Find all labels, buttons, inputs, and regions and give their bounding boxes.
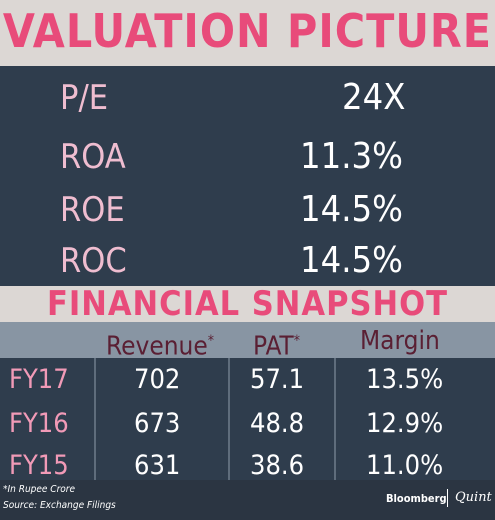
valuation-row-roa: ROA 11.3% bbox=[0, 130, 495, 184]
metric-value-pe: 24X bbox=[342, 77, 406, 118]
brand-bloomberg: Bloomberg bbox=[386, 492, 447, 505]
valuation-title: VALUATION PICTURE bbox=[2, 4, 493, 58]
metric-value-roe: 14.5% bbox=[300, 189, 403, 230]
year-label: FY15 bbox=[9, 450, 69, 481]
margin-cell: 11.0% bbox=[366, 450, 444, 481]
margin-cell: 13.5% bbox=[366, 364, 444, 395]
metric-value-roa: 11.3% bbox=[300, 136, 403, 177]
snapshot-column-header: Revenue* PAT* Margin bbox=[0, 322, 495, 362]
metric-label-roa: ROA bbox=[60, 137, 126, 177]
brand-separator bbox=[447, 489, 448, 507]
footer: *In Rupee Crore Source: Exchange Filings… bbox=[0, 480, 495, 520]
column-header-pat-label: PAT bbox=[253, 331, 294, 362]
pat-footnote-marker: * bbox=[293, 333, 300, 349]
valuation-header-band: VALUATION PICTURE bbox=[0, 0, 495, 66]
pat-cell: 38.6 bbox=[250, 450, 305, 481]
pat-cell: 57.1 bbox=[250, 364, 305, 395]
valuation-row-pe: P/E 24X bbox=[0, 71, 495, 125]
column-divider bbox=[228, 358, 230, 480]
revenue-cell: 673 bbox=[134, 408, 181, 439]
column-header-revenue: Revenue* bbox=[106, 322, 214, 366]
table-row: FY15 631 38.6 11.0% bbox=[0, 446, 495, 486]
column-header-pat: PAT* bbox=[253, 322, 300, 366]
brand-quint: Quint bbox=[455, 490, 492, 505]
column-divider bbox=[334, 358, 336, 480]
metric-value-roc: 14.5% bbox=[300, 240, 403, 281]
revenue-cell: 631 bbox=[134, 450, 181, 481]
revenue-cell: 702 bbox=[134, 364, 181, 395]
footnote: *In Rupee Crore bbox=[3, 484, 76, 495]
metric-label-roc: ROC bbox=[60, 241, 127, 281]
column-header-margin: Margin bbox=[360, 326, 440, 356]
pat-cell: 48.8 bbox=[250, 408, 305, 439]
valuation-row-roc: ROC 14.5% bbox=[0, 234, 495, 288]
column-divider bbox=[94, 358, 96, 480]
snapshot-title: FINANCIAL SNAPSHOT bbox=[47, 284, 448, 324]
source-note: Source: Exchange Filings bbox=[3, 500, 116, 511]
table-row: FY17 702 57.1 13.5% bbox=[0, 360, 495, 400]
metric-label-roe: ROE bbox=[60, 190, 125, 230]
metric-label-pe: P/E bbox=[60, 78, 109, 118]
snapshot-header-band: FINANCIAL SNAPSHOT bbox=[0, 286, 495, 322]
year-label: FY17 bbox=[9, 364, 69, 395]
column-header-revenue-label: Revenue bbox=[106, 331, 208, 362]
year-label: FY16 bbox=[9, 408, 69, 439]
table-row: FY16 673 48.8 12.9% bbox=[0, 404, 495, 444]
revenue-footnote-marker: * bbox=[207, 333, 215, 349]
valuation-row-roe: ROE 14.5% bbox=[0, 183, 495, 237]
margin-cell: 12.9% bbox=[366, 408, 444, 439]
